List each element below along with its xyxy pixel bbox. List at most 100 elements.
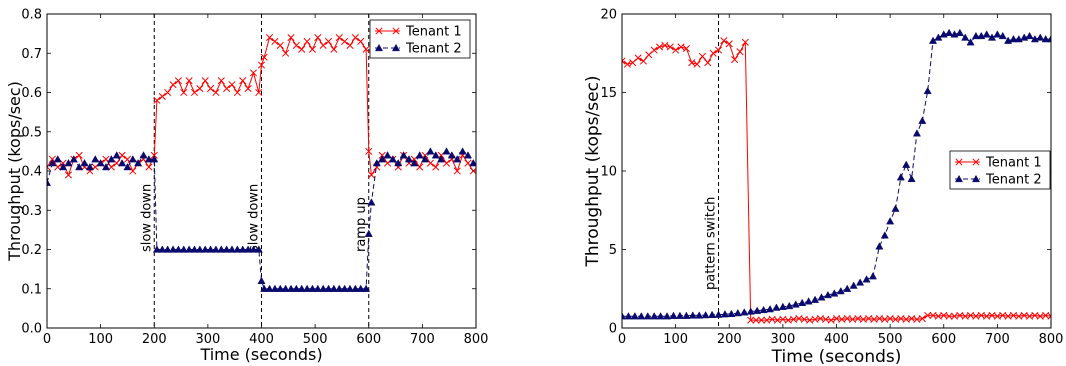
- data-point: [757, 316, 765, 324]
- x-tick-label: 0: [43, 332, 51, 347]
- data-point: [740, 308, 749, 316]
- data-point: [843, 284, 852, 292]
- data-point: [308, 45, 316, 53]
- legend-marker: [955, 158, 963, 166]
- data-point: [206, 245, 215, 253]
- data-point: [211, 245, 220, 253]
- data-point: [1041, 35, 1050, 43]
- data-point: [966, 38, 975, 46]
- legend-marker: [954, 174, 964, 183]
- data-point: [179, 245, 188, 253]
- data-point: [682, 44, 690, 53]
- legend-label: Tenant 1: [405, 25, 462, 40]
- data-point: [298, 45, 306, 53]
- data-point: [415, 151, 424, 159]
- data-point: [383, 151, 392, 159]
- data-point: [886, 217, 895, 225]
- x-tick-label: 500: [878, 332, 903, 347]
- data-point: [345, 284, 355, 292]
- data-point: [244, 245, 253, 253]
- data-point: [207, 85, 215, 93]
- data-point: [169, 81, 177, 89]
- data-point: [675, 311, 684, 319]
- data-point: [134, 159, 143, 167]
- y-tick-label: 20: [600, 8, 617, 23]
- data-point: [190, 245, 199, 253]
- data-point: [862, 275, 871, 283]
- data-point: [362, 284, 371, 292]
- data-point: [276, 284, 285, 292]
- data-point: [759, 305, 768, 314]
- data-point: [319, 284, 328, 292]
- legend-marker: [391, 43, 401, 52]
- legend-marker: [972, 158, 980, 166]
- y-tick-label: 15: [600, 86, 617, 101]
- data-point: [164, 88, 172, 97]
- data-point: [891, 204, 900, 212]
- data-point: [233, 88, 241, 97]
- data-point: [918, 315, 926, 323]
- data-point: [101, 162, 111, 171]
- data-point: [255, 88, 263, 97]
- data-point: [356, 284, 365, 292]
- data-point: [624, 312, 633, 320]
- data-point: [174, 77, 182, 85]
- data-point: [663, 312, 672, 320]
- data-point: [257, 61, 266, 69]
- data-point: [622, 312, 627, 320]
- data-point: [785, 301, 794, 310]
- data-point: [362, 45, 370, 53]
- annotation-label: ramp up: [354, 197, 369, 252]
- data-point: [123, 162, 132, 171]
- data-point: [351, 33, 359, 42]
- data-point: [720, 37, 728, 45]
- data-point: [180, 88, 188, 97]
- annotation-label: pattern switch: [704, 197, 719, 290]
- data-point: [364, 229, 373, 237]
- data-point: [720, 310, 729, 318]
- y-tick-label: 0.5: [21, 125, 42, 140]
- data-point: [849, 281, 858, 289]
- data-point: [1046, 35, 1051, 43]
- data-point: [223, 85, 231, 93]
- data-point: [971, 31, 980, 40]
- data-point: [217, 77, 225, 85]
- data-point: [254, 245, 263, 253]
- data-point: [426, 147, 435, 155]
- data-point: [458, 147, 467, 155]
- data-point: [201, 245, 210, 253]
- data-point: [190, 88, 199, 97]
- data-point: [945, 312, 953, 320]
- data-point: [880, 231, 889, 239]
- legend-label: Tenant 1: [985, 156, 1042, 171]
- data-point: [145, 163, 153, 171]
- legend-marker: [971, 174, 981, 183]
- data-point: [453, 155, 462, 163]
- legend-label: Tenant 2: [405, 42, 462, 57]
- data-point: [708, 310, 717, 318]
- x-tick-label: 300: [195, 332, 220, 347]
- x-tick-label: 0: [618, 332, 626, 347]
- data-point: [432, 163, 440, 171]
- data-point: [688, 59, 696, 67]
- data-point: [765, 305, 775, 313]
- data-point: [378, 155, 387, 163]
- data-point: [630, 312, 639, 320]
- plot-frame: [46, 13, 477, 329]
- data-point: [693, 60, 701, 68]
- left-chart: 0 100 200 300 400 500 600 700 800 0.0 0.1 0.2 0.3 0.4…: [5, 8, 488, 365]
- data-point: [701, 311, 710, 319]
- data-point: [677, 43, 685, 51]
- legend-label: Tenant 2: [985, 173, 1042, 188]
- data-point: [741, 38, 749, 46]
- data-point: [153, 96, 161, 104]
- data-point: [923, 86, 932, 95]
- data-point: [47, 178, 52, 186]
- data-point: [128, 155, 137, 163]
- data-point: [752, 316, 760, 324]
- legend-marker: [375, 27, 383, 35]
- data-point: [1025, 31, 1034, 40]
- data-point: [727, 309, 736, 317]
- data-point: [733, 308, 742, 317]
